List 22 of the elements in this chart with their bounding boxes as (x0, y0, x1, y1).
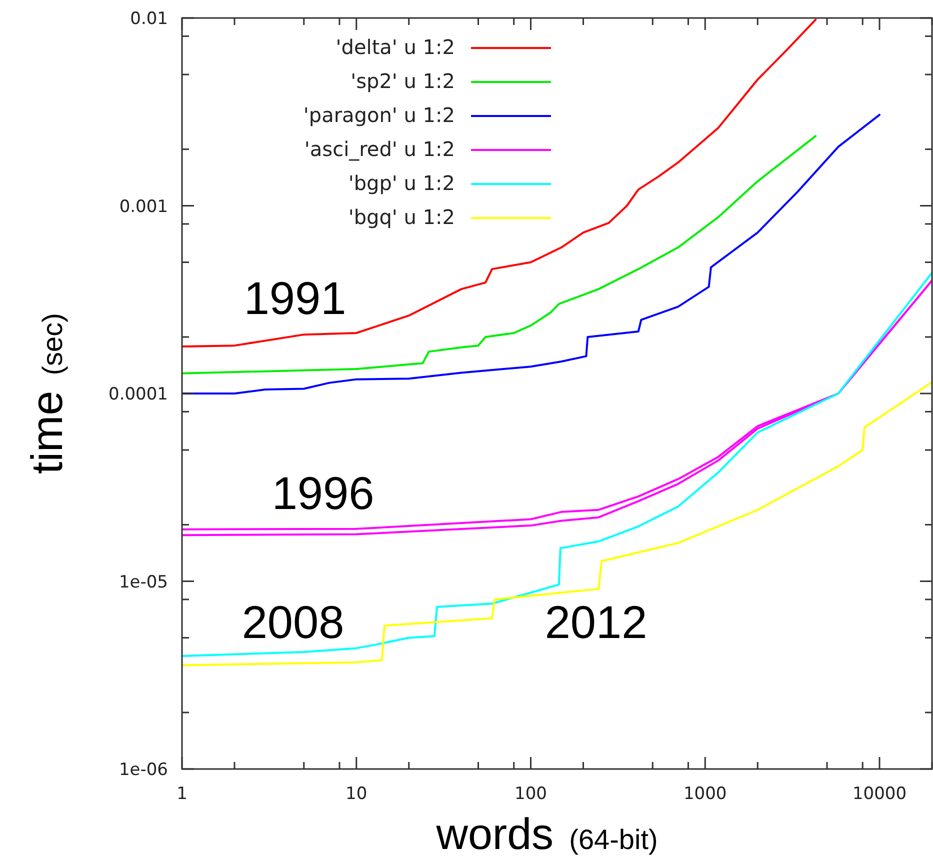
annotation: 1991 (244, 272, 346, 324)
y-tick-label: 1e-06 (118, 760, 168, 780)
x-tick-label: 10000 (852, 784, 907, 804)
annotation: 1996 (272, 467, 374, 519)
x-axis-title: words (64-bit) (435, 810, 658, 857)
y-axis-title: time (sec) (23, 313, 72, 474)
y-tick-label: 0.0001 (108, 384, 168, 404)
y-tick-label: 0.01 (130, 9, 168, 29)
x-tick-label: 1000 (684, 784, 727, 804)
legend-label: 'bgp' u 1:2 (348, 171, 455, 195)
x-tick-label: 10 (346, 784, 368, 804)
legend-label: 'paragon' u 1:2 (303, 103, 455, 127)
annotation: 2008 (242, 596, 344, 648)
y-tick-label: 0.001 (119, 196, 168, 217)
x-tick-label: 100 (514, 784, 547, 804)
legend-label: 'bgq' u 1:2 (348, 205, 455, 229)
y-tick-label: 1e-05 (118, 572, 168, 592)
annotation: 2012 (544, 596, 648, 648)
legend-label: 'sp2' u 1:2 (350, 69, 455, 93)
x-tick-label: 1 (176, 784, 188, 804)
legend-label: 'asci_red' u 1:2 (304, 137, 455, 161)
legend-label: 'delta' u 1:2 (336, 35, 455, 59)
